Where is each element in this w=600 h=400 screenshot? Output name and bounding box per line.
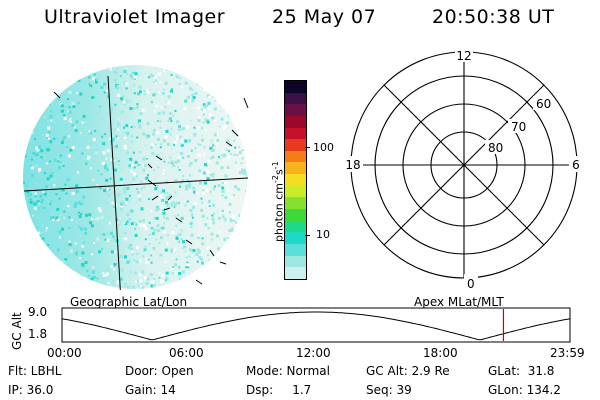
polar-diagonal-2 (383, 84, 545, 246)
colorbar-segment (285, 267, 306, 279)
mlt-label-0: 0 (467, 277, 475, 291)
gc-altitude-curve (61, 311, 571, 341)
image-date: 25 May 07 (272, 6, 377, 28)
info-ip: IP: 36.0 (8, 383, 54, 397)
colorbar-segment (285, 104, 306, 116)
colorbar-segment (285, 185, 306, 198)
colorbar-segment (285, 209, 306, 221)
gc-altitude-plot (61, 307, 571, 343)
mlat-label-60: 60 (536, 97, 551, 111)
colorbar-segment (285, 162, 306, 175)
mlt-label-12: 12 (456, 49, 471, 63)
colorbar-segment (285, 243, 306, 256)
info-filter: Flt: LBHL (8, 364, 62, 378)
mlt-label-6: 6 (572, 158, 580, 172)
colorbar-segment (285, 255, 306, 268)
colorbar-tick-mark-100 (305, 147, 310, 148)
info-seq: Seq: 39 (366, 383, 412, 397)
timeline-ymin: 1.8 (28, 327, 48, 341)
info-mode: Mode: Normal (246, 364, 330, 378)
colorbar-segment (285, 127, 306, 140)
colorbar-segment (285, 150, 306, 163)
coastline-fragments (53, 91, 249, 285)
colorbar-segment (285, 220, 306, 233)
timeline-frame (61, 307, 571, 343)
mlat-label-80: 80 (488, 141, 503, 155)
info-door: Door: Open (125, 364, 194, 378)
colorbar-segment (285, 115, 306, 128)
mlt-label-18: 18 (345, 158, 360, 172)
colorbar-segment (285, 197, 306, 210)
uv-image-panel (23, 65, 249, 290)
timeline-right-title: Apex MLat/MLT (414, 295, 504, 309)
timeline-xtick-4: 23:59 (550, 346, 585, 360)
info-gc-alt: GC Alt: 2.9 Re (366, 364, 450, 378)
colorbar-segment (285, 81, 306, 93)
timeline-xtick-2: 12:00 (296, 346, 331, 360)
timeline-xtick-3: 18:00 (423, 346, 458, 360)
instrument-title: Ultraviolet Imager (44, 6, 226, 28)
info-gain: Gain: 14 (125, 383, 176, 397)
timeline-ymax: 9.0 (28, 305, 48, 319)
timeline-xtick-0: 00:00 (47, 346, 82, 360)
colorbar-segment (285, 232, 306, 244)
colorbar-segment (285, 174, 306, 186)
colorbar-segment (285, 92, 306, 105)
timeline-xtick-1: 06:00 (169, 346, 204, 360)
timeline-axis-label: GC Alt (10, 312, 24, 350)
colorbar-segment (285, 139, 306, 151)
polar-mlt-grid: 12 18 6 0 60 70 80 (343, 48, 581, 291)
colorbar-tick-mark-10 (305, 235, 310, 236)
colorbar-tick-10: 10 (316, 228, 330, 241)
image-time: 20:50:38 UT (432, 6, 555, 28)
timeline-left-title: Geographic Lat/Lon (70, 295, 188, 309)
mlat-label-70: 70 (511, 120, 526, 134)
colorbar-tick-100: 100 (313, 141, 334, 154)
info-glat: GLat: 31.8 (488, 364, 555, 378)
geographic-grid-lines (23, 75, 249, 290)
colorbar (284, 80, 307, 280)
colorbar-unit-label: photon cm-2s-1 (271, 161, 286, 242)
info-dsp: Dsp: 1.7 (246, 383, 312, 397)
info-glon: GLon: 134.2 (488, 383, 561, 397)
